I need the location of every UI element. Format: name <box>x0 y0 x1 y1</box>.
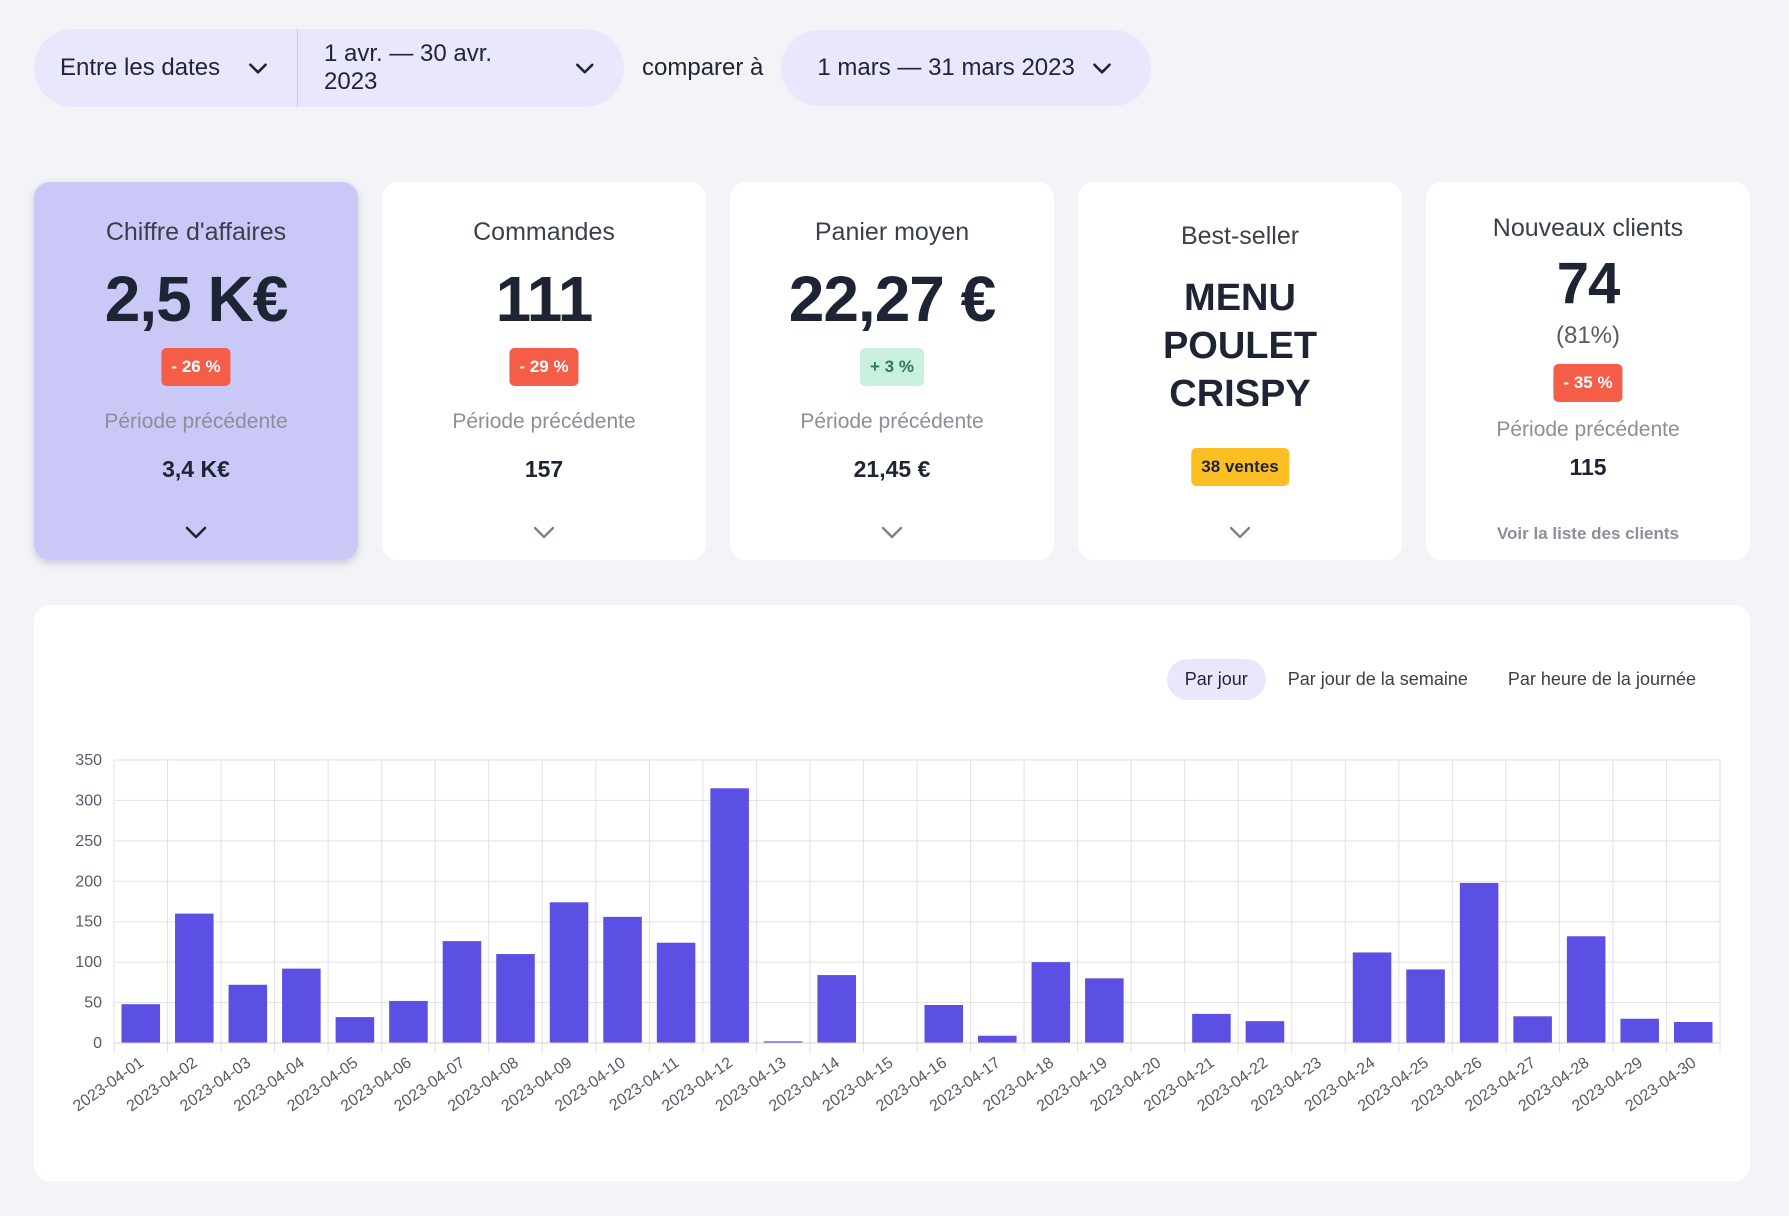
previous-period-label: Période précédente <box>104 410 288 433</box>
chart-panel: Par jour Par jour de la semaine Par heur… <box>34 605 1750 1181</box>
delta-badge: + 3 % <box>860 348 924 386</box>
chart-bar <box>496 954 535 1043</box>
card-title: Best-seller <box>1180 222 1300 250</box>
chevron-down-icon <box>1092 63 1111 74</box>
previous-period-label: Période précédente <box>1496 418 1680 441</box>
chart-bar <box>121 1004 161 1043</box>
card-title: Commandes <box>473 218 615 246</box>
chart-bar <box>175 913 214 1043</box>
previous-period-value: 3,4 K€ <box>162 456 230 482</box>
y-tick-label: 100 <box>75 954 102 971</box>
view-customers-link[interactable]: Voir la liste des clients <box>1496 524 1680 543</box>
tab-per-day[interactable]: Par jour <box>1166 659 1266 700</box>
previous-period-value: 21,45 € <box>853 456 931 482</box>
card-value: 2,5 K€ <box>104 263 289 335</box>
chart-bar <box>1192 1013 1231 1043</box>
chart-bar <box>763 1041 803 1043</box>
chart-bar <box>1673 1021 1713 1043</box>
revenue-bar-chart: 0501001502002503003502023-04-012023-04-0… <box>70 752 1721 1115</box>
compare-label: comparer à <box>642 54 764 81</box>
previous-period-value: 157 <box>524 456 564 482</box>
chart-bar <box>1459 882 1499 1043</box>
chart-bar <box>549 902 589 1043</box>
chart-bar <box>1031 962 1071 1043</box>
chart-bar <box>1245 1021 1285 1043</box>
kpi-cards: Chiffre d'affaires 2,5 K€ - 26 % Période… <box>34 182 1750 560</box>
y-tick-label: 350 <box>75 752 102 769</box>
y-tick-label: 150 <box>75 914 102 931</box>
bestseller-name-line: MENU <box>1184 277 1296 319</box>
y-tick-label: 200 <box>75 873 102 890</box>
y-tick-label: 250 <box>75 833 102 850</box>
chevron-down-icon <box>576 63 594 74</box>
chart-bar <box>656 942 696 1043</box>
compare-range-dropdown[interactable]: 1 mars — 31 mars 2023 <box>781 30 1151 106</box>
date-range-dropdown[interactable]: 1 avr. — 30 avr. 2023 <box>298 29 624 107</box>
tab-per-hour[interactable]: Par heure de la journée <box>1507 669 1696 689</box>
chevron-down-icon[interactable] <box>878 522 906 542</box>
chart-bar <box>1513 1016 1552 1043</box>
y-tick-label: 0 <box>93 1035 102 1052</box>
previous-period-label: Période précédente <box>452 410 636 433</box>
average-basket-card[interactable]: Panier moyen 22,27 € + 3 % Période précé… <box>730 182 1054 560</box>
compare-range-label: 1 mars — 31 mars 2023 <box>817 54 1075 81</box>
chart-bar <box>1566 936 1606 1043</box>
chart-bar <box>817 975 856 1043</box>
chart-bar <box>978 1035 1017 1043</box>
chart-bar <box>924 1004 964 1043</box>
card-value: 74 <box>1556 251 1621 316</box>
period-selector: Entre les dates 1 avr. — 30 avr. 2023 <box>34 29 624 107</box>
chart-bar <box>389 1000 428 1043</box>
new-customers-card[interactable]: Nouveaux clients 74 (81%) - 35 % Période… <box>1426 182 1750 560</box>
revenue-card[interactable]: Chiffre d'affaires 2,5 K€ - 26 % Période… <box>34 182 358 560</box>
delta-badge: - 26 % <box>161 348 231 386</box>
chart-bar <box>1085 978 1124 1043</box>
bestseller-name-line: POULET <box>1162 325 1318 367</box>
new-customers-share: (81%) <box>1555 322 1621 349</box>
chevron-down-icon[interactable] <box>182 522 210 542</box>
date-mode-label: Entre les dates <box>60 54 221 81</box>
bestseller-product-name: MENU POULET CRISPY <box>1078 274 1402 418</box>
orders-card[interactable]: Commandes 111 - 29 % Période précédente … <box>382 182 706 560</box>
previous-period-label: Période précédente <box>800 410 984 433</box>
previous-period-value: 115 <box>1569 454 1607 480</box>
card-value: 111 <box>495 263 594 335</box>
bestseller-card[interactable]: Best-seller MENU POULET CRISPY 38 ventes <box>1078 182 1402 560</box>
sales-count-badge: 38 ventes <box>1191 448 1289 486</box>
card-value: 22,27 € <box>788 263 997 335</box>
chart-bar <box>1406 969 1445 1043</box>
chevron-down-icon[interactable] <box>530 522 558 542</box>
chart-bar <box>603 916 642 1043</box>
chart-bar <box>442 941 482 1043</box>
card-title: Panier moyen <box>814 218 970 246</box>
chart-bar <box>1620 1018 1659 1043</box>
y-tick-label: 50 <box>84 995 102 1012</box>
date-mode-dropdown[interactable]: Entre les dates <box>34 29 298 107</box>
delta-badge: - 35 % <box>1553 364 1623 402</box>
chart-bar <box>710 788 749 1043</box>
card-title: Nouveaux clients <box>1492 214 1684 242</box>
tab-per-weekday[interactable]: Par jour de la semaine <box>1287 669 1468 689</box>
date-filter-bar: Entre les dates 1 avr. — 30 avr. 2023 co… <box>34 29 1151 107</box>
chart-bar <box>282 968 321 1043</box>
chart-tabs: Par jour Par jour de la semaine Par heur… <box>1166 659 1714 700</box>
chart-bar <box>1352 952 1392 1043</box>
card-title: Chiffre d'affaires <box>105 218 287 246</box>
y-tick-label: 300 <box>75 792 102 809</box>
delta-badge: - 29 % <box>509 348 579 386</box>
chart-bar <box>228 984 268 1043</box>
chart-bar <box>335 1017 375 1043</box>
chevron-down-icon[interactable] <box>1226 522 1254 542</box>
date-range-label: 1 avr. — 30 avr. 2023 <box>324 40 493 95</box>
chevron-down-icon <box>249 63 267 74</box>
bestseller-name-line: CRISPY <box>1169 373 1311 415</box>
